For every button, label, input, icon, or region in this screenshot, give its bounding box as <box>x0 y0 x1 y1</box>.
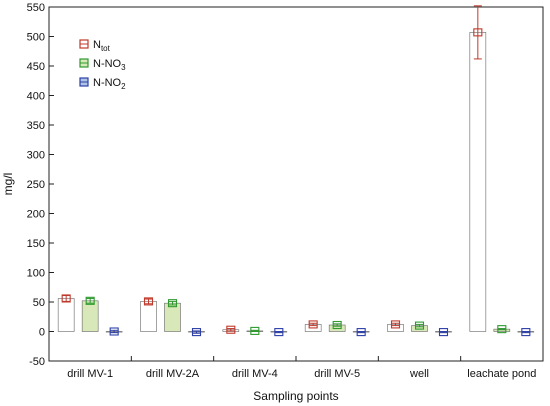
mean-marker <box>109 327 119 336</box>
x-tick-label: drill MV-1 <box>67 368 113 380</box>
y-tick-label: 200 <box>27 209 45 221</box>
y-tick-label: 0 <box>39 327 45 339</box>
mean-marker <box>356 328 366 337</box>
mean-marker <box>250 326 260 335</box>
legend-label-subscript: tot <box>101 44 111 53</box>
bar <box>57 298 75 332</box>
mean-marker <box>414 321 425 330</box>
legend-label-subscript: 2 <box>121 82 126 91</box>
y-tick-label: 550 <box>27 2 45 14</box>
mean-marker <box>390 320 401 329</box>
y-tick-label: -50 <box>29 356 45 368</box>
y-tick-label: 450 <box>27 61 45 73</box>
bar <box>469 32 487 332</box>
mean-marker <box>308 320 318 329</box>
plot-frame <box>48 6 544 362</box>
y-axis-title: mg/l <box>1 173 15 196</box>
x-tick-label: drill MV-2A <box>146 368 200 380</box>
y-tick-label: 50 <box>33 297 45 309</box>
y-tick-label: 350 <box>27 120 45 132</box>
y-tick-label: 100 <box>27 268 45 280</box>
x-tick-label: drill MV-5 <box>314 368 360 380</box>
bars <box>57 5 535 337</box>
mean-marker <box>473 28 483 37</box>
legend-label-main: N <box>93 39 101 51</box>
legend-label-main: N-NO <box>93 58 122 70</box>
mean-marker <box>497 325 507 334</box>
mean-marker <box>226 325 236 334</box>
bar <box>81 300 99 332</box>
legend-label-main: N-NO <box>93 77 122 89</box>
x-tick-label: drill MV-4 <box>232 368 278 380</box>
y-tick-label: 400 <box>27 91 45 103</box>
y-tick-label: 250 <box>27 179 45 191</box>
x-tick-label: well <box>409 368 429 380</box>
legend-label: N-NO2 <box>93 77 126 91</box>
bar <box>140 301 157 332</box>
legend-label: N-NO3 <box>93 58 126 72</box>
mean-marker <box>143 297 154 306</box>
x-axis-title: Sampling points <box>253 389 338 403</box>
mean-marker <box>521 328 531 337</box>
mean-marker <box>332 320 342 330</box>
legend-label-subscript: 3 <box>121 63 126 72</box>
mean-marker <box>61 294 71 303</box>
mean-marker <box>274 328 284 337</box>
mean-marker <box>85 296 95 305</box>
mean-marker <box>191 328 202 337</box>
legend-label: Ntot <box>93 39 111 53</box>
x-axis-ticks: drill MV-1 drill MV-2A drill MV-4 drill MV-… <box>67 356 536 380</box>
mean-marker <box>438 328 449 337</box>
y-tick-label: 300 <box>27 150 45 162</box>
bar <box>164 302 181 332</box>
y-tick-label: 150 <box>27 238 45 250</box>
y-tick-label: 500 <box>27 32 45 44</box>
y-axis-ticks: -50 0 50 100 150 200 250 300 350 400 450 500 550 <box>27 2 54 368</box>
mean-marker <box>167 299 178 308</box>
x-tick-label: leachate pond <box>467 368 536 380</box>
